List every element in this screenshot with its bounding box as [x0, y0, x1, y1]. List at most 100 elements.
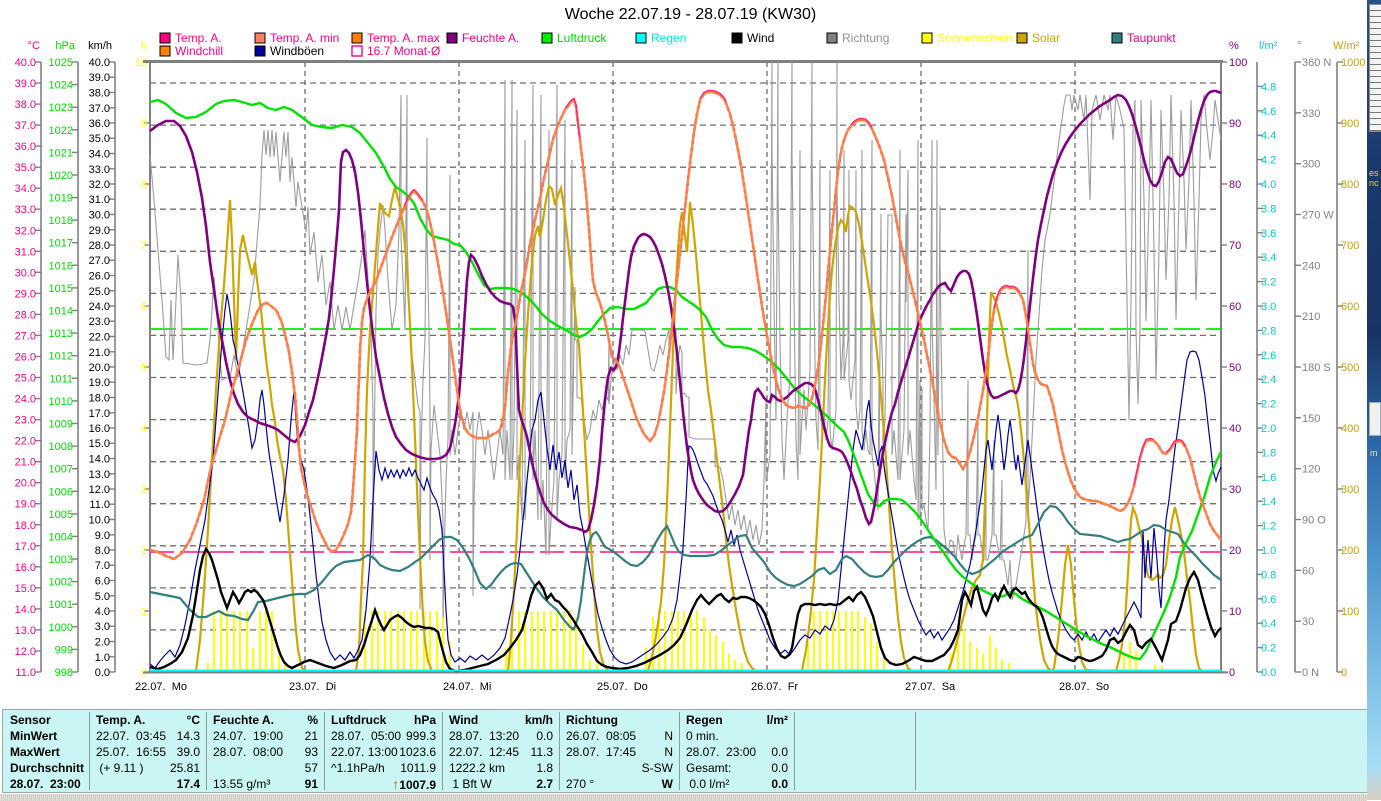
svg-text:1019: 1019 [49, 193, 73, 205]
svg-text:28.07. So: 28.07. So [1059, 681, 1109, 693]
svg-text:38.0: 38.0 [15, 99, 36, 111]
svg-text:11.0: 11.0 [89, 499, 110, 511]
svg-text:1025: 1025 [49, 57, 73, 69]
svg-text:°C: °C [28, 40, 40, 52]
svg-text:36.0: 36.0 [15, 141, 36, 153]
svg-text:4.2: 4.2 [1261, 155, 1276, 167]
svg-text:4: 4 [141, 423, 147, 435]
svg-text:100: 100 [1229, 57, 1247, 69]
svg-text:9: 9 [141, 118, 147, 130]
svg-text:Windchill: Windchill [175, 44, 223, 58]
svg-text:26.0: 26.0 [89, 271, 110, 283]
svg-text:Temp. A. min: Temp. A. min [270, 31, 339, 45]
svg-text:30: 30 [1229, 484, 1241, 496]
svg-text:700: 700 [1341, 240, 1359, 252]
svg-text:17.0: 17.0 [89, 408, 110, 420]
svg-text:300: 300 [1341, 484, 1359, 496]
svg-text:1009: 1009 [49, 419, 73, 431]
svg-text:1017: 1017 [49, 238, 73, 250]
svg-text:21.0: 21.0 [89, 347, 110, 359]
svg-text:60: 60 [1229, 301, 1241, 313]
svg-text:Solar: Solar [1032, 31, 1060, 45]
svg-text:0.0: 0.0 [1261, 667, 1276, 679]
svg-text:2.0: 2.0 [1261, 423, 1276, 435]
svg-text:32.0: 32.0 [15, 225, 36, 237]
svg-text:24.0: 24.0 [89, 301, 110, 313]
svg-text:180 S: 180 S [1302, 362, 1331, 374]
svg-text:Sonnenschein: Sonnenschein [937, 31, 1013, 45]
svg-text:23.0: 23.0 [15, 415, 36, 427]
svg-text:1001: 1001 [49, 599, 73, 611]
svg-text:11.0: 11.0 [15, 667, 36, 679]
svg-text:1005: 1005 [49, 509, 73, 521]
svg-text:18.0: 18.0 [89, 393, 110, 405]
svg-text:9.0: 9.0 [95, 530, 110, 542]
svg-text:8: 8 [141, 179, 147, 191]
svg-text:1004: 1004 [49, 531, 73, 543]
svg-text:300: 300 [1302, 159, 1320, 171]
svg-text:26.07. Fr: 26.07. Fr [751, 681, 798, 693]
svg-text:1020: 1020 [49, 170, 73, 182]
svg-text:330: 330 [1302, 108, 1320, 120]
svg-text:27.0: 27.0 [15, 330, 36, 342]
svg-text:hPa: hPa [55, 40, 75, 52]
svg-text:1006: 1006 [49, 486, 73, 498]
svg-text:40.0: 40.0 [89, 57, 110, 69]
svg-text:30.0: 30.0 [89, 210, 110, 222]
svg-text:Regen: Regen [651, 31, 686, 45]
svg-text:1024: 1024 [49, 80, 73, 92]
svg-text:1016: 1016 [49, 260, 73, 272]
svg-text:3.0: 3.0 [95, 621, 110, 633]
svg-text:12.0: 12.0 [89, 484, 110, 496]
svg-text:90 O: 90 O [1302, 515, 1326, 527]
svg-text:1018: 1018 [49, 215, 73, 227]
svg-text:18.0: 18.0 [15, 520, 36, 532]
svg-text:500: 500 [1341, 362, 1359, 374]
svg-text:3.6: 3.6 [1261, 228, 1276, 240]
svg-text:16.0: 16.0 [89, 423, 110, 435]
svg-text:33.0: 33.0 [89, 164, 110, 176]
svg-text:20: 20 [1229, 545, 1241, 557]
svg-text:400: 400 [1341, 423, 1359, 435]
svg-text:10: 10 [1229, 606, 1241, 618]
svg-text:7: 7 [141, 240, 147, 252]
svg-text:2: 2 [141, 545, 147, 557]
svg-text:2.8: 2.8 [1261, 325, 1276, 337]
svg-text:36.0: 36.0 [89, 118, 110, 130]
svg-text:28.0: 28.0 [89, 240, 110, 252]
svg-text:25.07. Do: 25.07. Do [597, 681, 648, 693]
svg-text:30.0: 30.0 [15, 267, 36, 279]
svg-text:34.0: 34.0 [15, 183, 36, 195]
svg-text:270 W: 270 W [1302, 210, 1334, 222]
svg-text:29.0: 29.0 [15, 288, 36, 300]
svg-text:19.0: 19.0 [89, 377, 110, 389]
svg-text:0: 0 [1341, 667, 1347, 679]
svg-text:1.0: 1.0 [1261, 545, 1276, 557]
svg-text:1.2: 1.2 [1261, 521, 1276, 533]
svg-text:998: 998 [55, 667, 73, 679]
svg-text:15.0: 15.0 [89, 438, 110, 450]
svg-text:1015: 1015 [49, 283, 73, 295]
svg-text:1008: 1008 [49, 441, 73, 453]
svg-text:27.07. Sa: 27.07. Sa [905, 681, 956, 693]
svg-text:°: ° [1297, 40, 1301, 52]
svg-text:8.0: 8.0 [95, 545, 110, 557]
svg-text:25.0: 25.0 [89, 286, 110, 298]
svg-text:2.4: 2.4 [1261, 374, 1276, 386]
svg-text:1.8: 1.8 [1261, 447, 1276, 459]
svg-text:600: 600 [1341, 301, 1359, 313]
svg-text:12.0: 12.0 [15, 646, 36, 658]
svg-text:Windböen: Windböen [270, 44, 324, 58]
svg-text:4.0: 4.0 [95, 606, 110, 618]
svg-text:1002: 1002 [49, 577, 73, 589]
svg-text:20.0: 20.0 [89, 362, 110, 374]
svg-text:1007: 1007 [49, 464, 73, 476]
svg-text:1011: 1011 [49, 373, 73, 385]
svg-text:1.6: 1.6 [1261, 472, 1276, 484]
svg-text:31.0: 31.0 [15, 246, 36, 258]
svg-text:210: 210 [1302, 311, 1320, 323]
svg-text:33.0: 33.0 [15, 204, 36, 216]
svg-text:4.0: 4.0 [1261, 179, 1276, 191]
svg-text:0.0: 0.0 [95, 667, 110, 679]
svg-text:30: 30 [1302, 616, 1314, 628]
